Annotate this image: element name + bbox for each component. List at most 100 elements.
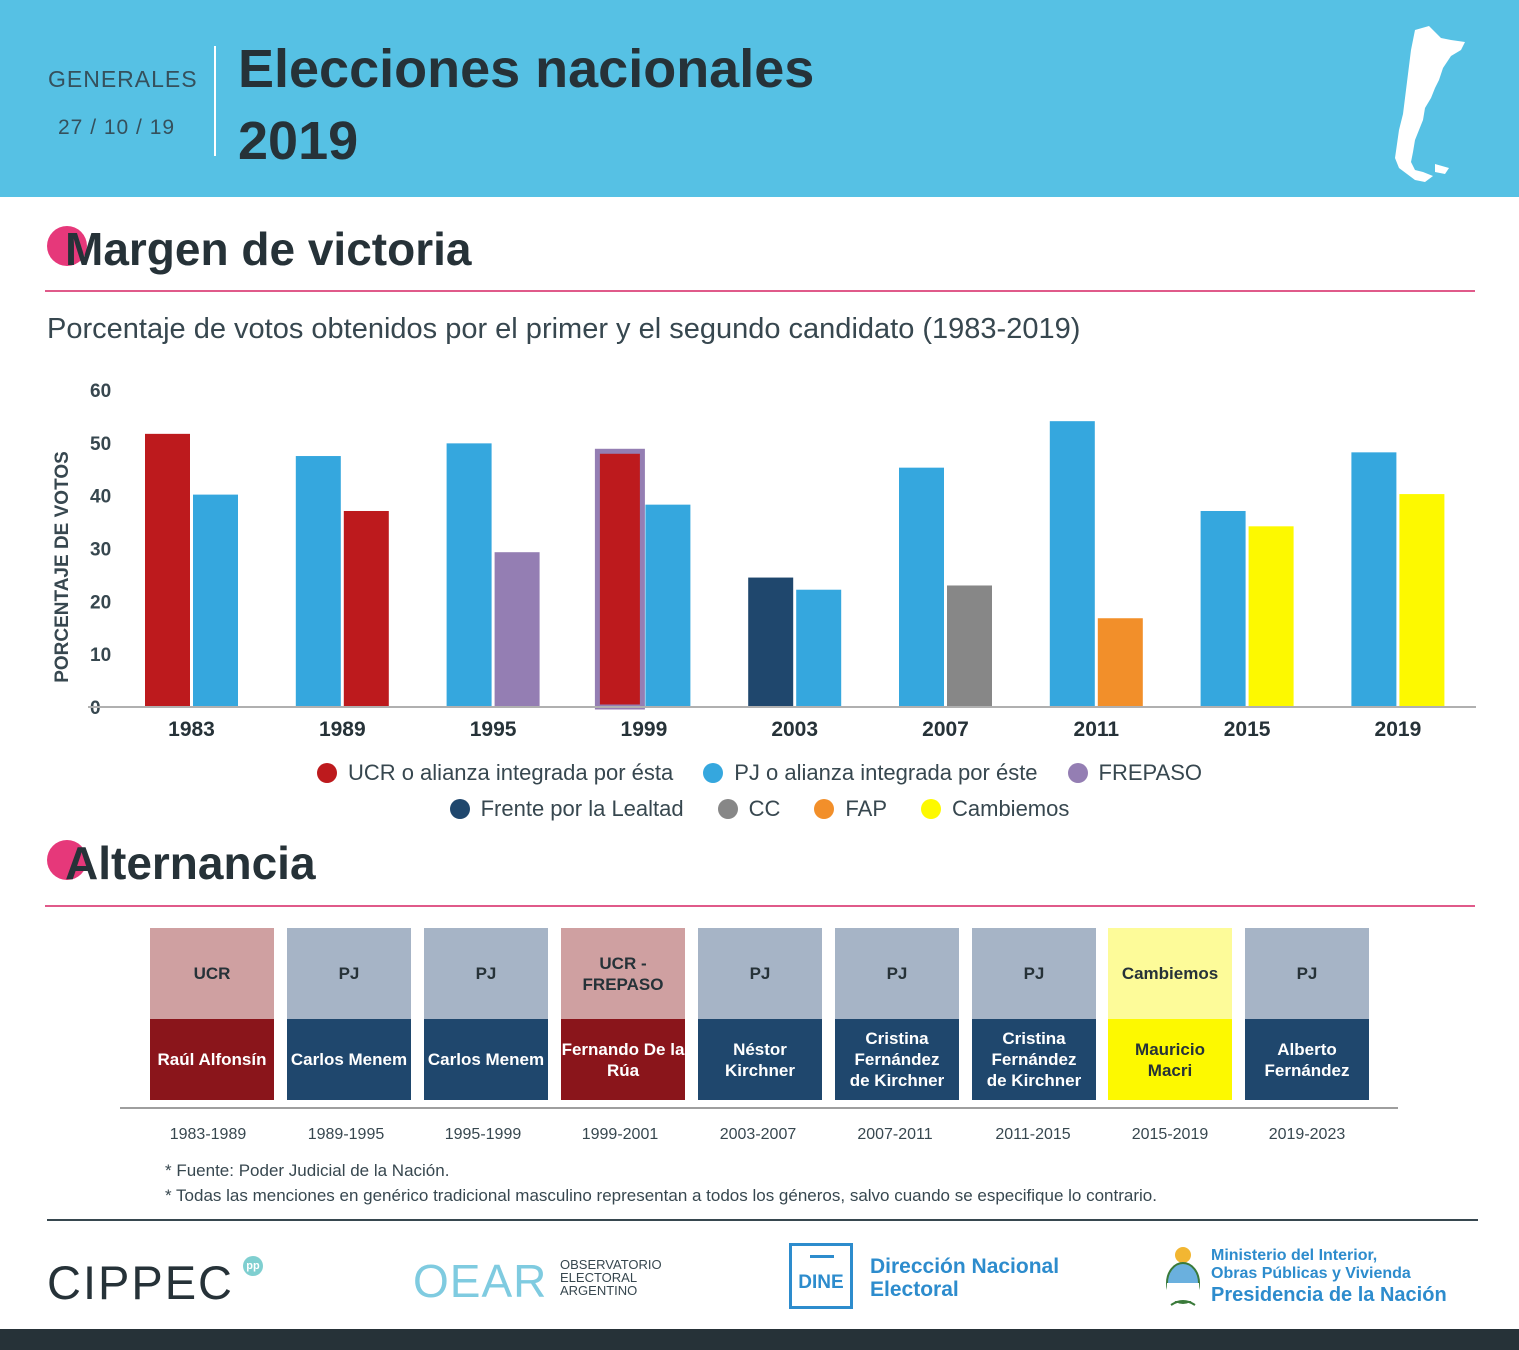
alternancia-item: PJ Cristina Fernández de Kirchner	[835, 928, 959, 1100]
alternancia-party: PJ	[287, 928, 411, 1019]
bar-2003-lealtad	[748, 577, 794, 707]
alternancia-party: PJ	[972, 928, 1096, 1019]
x-tick-label: 2019	[1375, 718, 1422, 741]
y-tick-label: 30	[90, 540, 111, 561]
legend-label-cambiemos: Cambiemos	[952, 796, 1070, 821]
alternancia-item: PJ Cristina Fernández de Kirchner	[972, 928, 1096, 1100]
alternancia-item: UCR - FREPASO Fernando De la Rúa	[561, 928, 685, 1100]
alternancia-period: 1983-1989	[169, 1126, 247, 1143]
x-tick-label: 2015	[1224, 718, 1271, 741]
alternancia-period: 1999-2001	[581, 1126, 659, 1143]
alternancia-period: 2007-2011	[857, 1126, 933, 1143]
legend-item-fap: FAP	[814, 796, 887, 822]
header-divider	[214, 46, 216, 156]
bar-2019-pj	[1351, 452, 1397, 707]
bar-2019-cambiemos	[1399, 494, 1445, 707]
x-tick-label: 1999	[621, 718, 668, 741]
alternancia-party: PJ	[835, 928, 959, 1019]
alternancia-item: PJ Néstor Kirchner	[698, 928, 822, 1100]
bar-1995-frepaso	[494, 552, 540, 707]
header-date: 27 / 10 / 19	[58, 116, 176, 139]
legend-label-lealtad: Frente por la Lealtad	[480, 796, 684, 821]
legend-item-frepaso: FREPASO	[1067, 760, 1203, 786]
section-alternancia-dot	[47, 840, 87, 880]
oear-caption: OBSERVATORIO ELECTORAL ARGENTINO	[560, 1258, 662, 1297]
dine-logo-bar	[810, 1255, 834, 1258]
alternancia-president: Carlos Menem	[287, 1019, 411, 1100]
legend-item-cambiemos: Cambiemos	[921, 796, 1069, 822]
bar-2015-cambiemos	[1248, 526, 1294, 707]
legend-label-cc: CC	[748, 796, 781, 821]
argentina-map-icon	[1395, 26, 1465, 182]
oear-caption-line1: OBSERVATORIO	[560, 1257, 662, 1272]
footer-bar	[0, 1329, 1519, 1350]
dine-caption-line1: Dirección Nacional	[870, 1255, 1060, 1278]
alternancia-president: Néstor Kirchner	[698, 1019, 822, 1100]
legend-item-cc: CC	[717, 796, 781, 822]
alternancia-party: PJ	[1245, 928, 1369, 1019]
x-tick-label: 2011	[1074, 718, 1120, 741]
ministerio-caption: Ministerio del Interior, Obras Públicas …	[1211, 1247, 1447, 1307]
y-tick-label: 50	[90, 434, 111, 455]
y-tick-label: 0	[90, 698, 101, 719]
alternancia-party: Cambiemos	[1108, 928, 1232, 1019]
alternancia-period: 2003-2007	[719, 1126, 797, 1143]
legend-row-2: Frente por la Lealtad CC FAP Cambiemos	[0, 796, 1519, 822]
legend-row-1: UCR o alianza integrada por ésta PJ o al…	[0, 760, 1519, 786]
oear-caption-line2: ELECTORAL	[560, 1270, 638, 1285]
legend-swatch-pj	[703, 763, 724, 783]
alternancia-president: Fernando De la Rúa	[561, 1019, 685, 1100]
x-tick-label: 1995	[470, 718, 517, 741]
legend-swatch-fap	[814, 799, 835, 819]
y-axis-label: PORCENTAJE DE VOTOS	[52, 451, 73, 683]
alternancia-president: Cristina Fernández de Kirchner	[835, 1019, 959, 1100]
header-banner	[0, 0, 1519, 197]
section-alternancia-title: Alternancia	[65, 837, 316, 889]
oear-logo: OEAR	[413, 1255, 548, 1307]
alternancia-period: 2011-2015	[995, 1126, 1071, 1143]
bar-2011-fap	[1097, 618, 1143, 707]
bar-1989-pj	[295, 456, 341, 707]
header-title-line1: Elecciones nacionales	[238, 39, 815, 99]
alternancia-party: PJ	[698, 928, 822, 1019]
ministerio-line1: Ministerio del Interior,	[1211, 1247, 1378, 1264]
legend-swatch-ucr	[316, 763, 337, 783]
x-tick-label: 2003	[771, 718, 818, 741]
section-margin-title: Margen de victoria	[65, 223, 472, 275]
bar-2011-pj	[1049, 421, 1095, 707]
alternancia-period: 1995-1999	[444, 1126, 522, 1143]
bar-1999-ucr	[594, 448, 645, 710]
legend-label-frepaso: FREPASO	[1098, 760, 1203, 785]
ministerio-line2: Obras Públicas y Vivienda	[1211, 1265, 1411, 1282]
y-tick-label: 60	[90, 381, 111, 402]
bar-1995-pj	[446, 443, 492, 707]
legend-swatch-cc	[717, 799, 738, 819]
y-tick-label: 10	[90, 645, 111, 666]
bar-2007-pj	[899, 467, 944, 707]
cippec-badge-icon: pp	[243, 1256, 263, 1276]
bar-1989-ucr	[343, 510, 389, 707]
alternancia-item: Cambiemos Mauricio Macri	[1108, 928, 1232, 1100]
alternancia-president: Raúl Alfonsín	[150, 1019, 274, 1100]
y-tick-label: 20	[90, 592, 111, 613]
legend-label-ucr: UCR o alianza integrada por ésta	[347, 760, 674, 785]
bar-2015-pj	[1200, 510, 1246, 707]
x-tick-label: 2007	[922, 718, 969, 741]
alternancia-item: PJ Carlos Menem	[424, 928, 548, 1100]
alternancia-president: Carlos Menem	[424, 1019, 548, 1100]
cippec-logo: CIPPEC	[47, 1256, 234, 1309]
dine-caption: Dirección Nacional Electoral	[870, 1255, 1059, 1301]
footnote-gender: * Todas las menciones en genérico tradic…	[165, 1186, 1157, 1205]
footer-rule	[47, 1219, 1478, 1221]
alternancia-baseline	[120, 1107, 1398, 1109]
alternancia-president: Alberto Fernández	[1245, 1019, 1369, 1100]
alternancia-item: PJ Alberto Fernández	[1245, 928, 1369, 1100]
bar-1983-pj	[193, 494, 238, 707]
legend-swatch-frepaso	[1067, 763, 1088, 783]
alternancia-party: UCR	[150, 928, 274, 1019]
y-tick-label: 40	[90, 487, 111, 508]
bar-2003-pj	[796, 589, 842, 707]
bar-1999-pj	[645, 504, 691, 707]
legend-item-lealtad: Frente por la Lealtad	[449, 796, 684, 822]
alternancia-president: Cristina Fernández de Kirchner	[972, 1019, 1096, 1100]
